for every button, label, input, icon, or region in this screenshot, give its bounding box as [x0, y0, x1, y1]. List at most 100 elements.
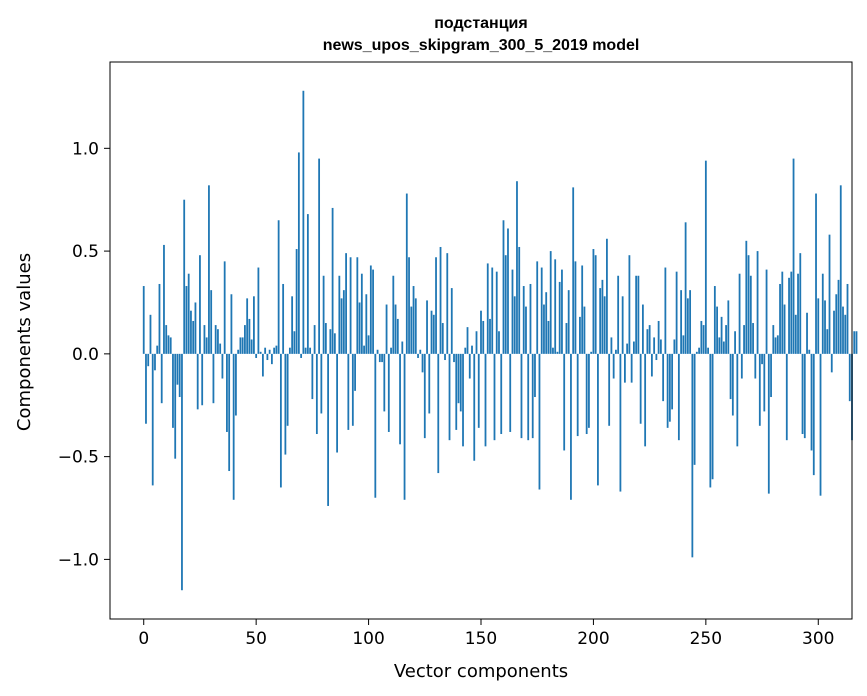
bar — [693, 353, 696, 465]
bar — [641, 304, 644, 354]
bar — [387, 353, 390, 432]
bar — [421, 353, 424, 373]
bar — [639, 353, 642, 424]
bar — [239, 337, 242, 354]
bar — [399, 353, 401, 445]
bar — [558, 281, 561, 354]
bar — [797, 273, 799, 354]
bar — [266, 353, 269, 361]
bar — [716, 306, 718, 354]
bar — [235, 353, 237, 416]
bar — [722, 341, 725, 354]
chart-subtitle: news_upos_skipgram_300_5_2019 model — [323, 37, 640, 54]
bar — [320, 353, 323, 414]
bar — [695, 351, 698, 354]
y-tick-label: 0.0 — [72, 345, 99, 365]
bar — [781, 271, 784, 354]
bar — [603, 296, 606, 354]
bar — [401, 341, 404, 354]
bar — [668, 353, 671, 422]
bar — [513, 296, 516, 354]
bar — [774, 337, 777, 354]
bar — [358, 302, 361, 354]
bar — [657, 320, 660, 354]
bar — [520, 353, 523, 439]
bar — [176, 353, 179, 385]
bar — [637, 275, 640, 354]
bar — [385, 304, 388, 354]
bar — [183, 199, 186, 354]
bar — [828, 234, 831, 354]
bar — [700, 320, 703, 354]
bar — [502, 220, 505, 354]
bar — [347, 353, 350, 430]
bar — [392, 275, 395, 354]
bar — [689, 290, 692, 354]
x-tick-label: 150 — [465, 629, 497, 649]
bar — [354, 353, 356, 391]
bar — [203, 325, 206, 354]
bar — [770, 353, 772, 398]
bar — [473, 353, 476, 461]
bar — [169, 337, 172, 354]
bar — [592, 249, 595, 354]
bar — [154, 353, 156, 371]
bar — [830, 353, 833, 373]
bar — [149, 314, 152, 354]
bar — [192, 320, 195, 354]
bar — [158, 283, 161, 354]
bar — [214, 325, 217, 354]
bar — [437, 353, 440, 474]
bar — [444, 353, 446, 361]
bar — [509, 353, 512, 432]
bar — [329, 329, 332, 354]
bar — [810, 353, 813, 451]
bar — [464, 347, 467, 354]
bar — [378, 353, 381, 363]
bar — [232, 353, 235, 500]
bar — [772, 325, 775, 354]
bar — [466, 327, 469, 354]
bar — [799, 253, 802, 354]
bar — [848, 353, 851, 402]
y-tick-label: 1.0 — [72, 139, 99, 159]
bar — [489, 318, 491, 354]
bar — [394, 304, 397, 354]
bar — [615, 349, 617, 354]
y-tick-label: −1.0 — [58, 550, 99, 570]
bar — [291, 296, 294, 354]
bar — [221, 353, 224, 379]
bar — [826, 329, 829, 354]
bar — [779, 283, 781, 354]
bar — [244, 325, 246, 354]
bar — [525, 306, 527, 354]
bar — [545, 292, 548, 354]
bar — [711, 353, 714, 480]
bar — [414, 298, 417, 354]
bar — [365, 294, 368, 354]
bar — [336, 353, 338, 453]
bar — [468, 353, 471, 379]
bar — [498, 331, 500, 354]
bar — [731, 353, 734, 416]
bar — [383, 353, 386, 412]
bar — [743, 325, 745, 354]
bar — [248, 318, 251, 354]
bar — [853, 331, 856, 354]
bar — [181, 353, 183, 591]
x-tick-label: 100 — [352, 629, 384, 649]
bar — [304, 347, 307, 354]
bar — [486, 263, 489, 354]
bar — [536, 261, 539, 354]
x-axis-label: Vector components — [394, 661, 568, 682]
bar — [360, 273, 363, 354]
bar — [142, 286, 145, 354]
bar — [563, 353, 566, 451]
bar — [226, 353, 228, 432]
bar — [480, 310, 482, 354]
bar — [145, 353, 147, 424]
bar — [273, 347, 276, 354]
bar — [650, 353, 653, 377]
bar — [250, 339, 253, 354]
bar — [493, 353, 496, 441]
